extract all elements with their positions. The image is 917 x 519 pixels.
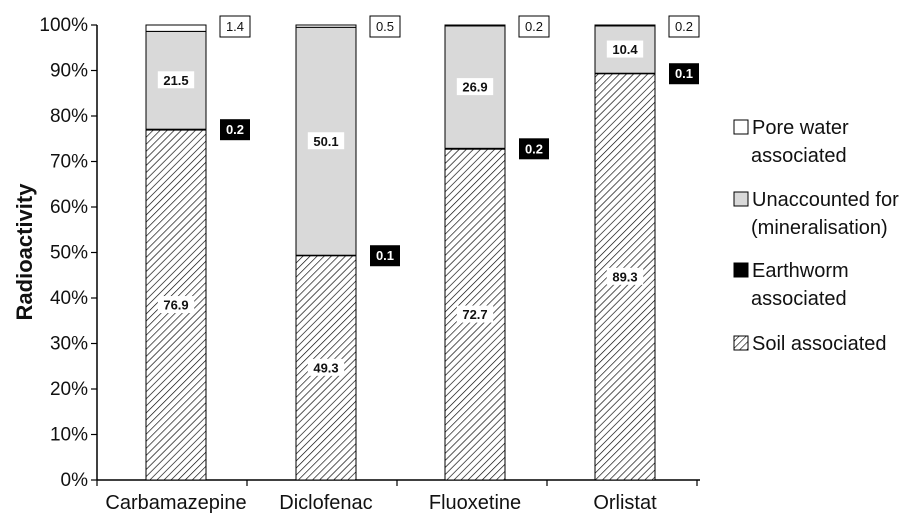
data-label: 50.1 <box>313 134 338 149</box>
y-tick-label: 50% <box>50 243 88 264</box>
data-label: 0.2 <box>525 141 543 156</box>
data-label-box <box>519 138 549 160</box>
data-label-box <box>220 119 250 141</box>
x-tick-label: Carbamazepine <box>105 492 246 514</box>
data-label: 89.3 <box>612 269 637 284</box>
data-label-bg <box>307 358 345 376</box>
legend-label: Pore water <box>752 117 849 139</box>
legend-label: Earthworm <box>752 260 849 282</box>
legend-swatch <box>733 335 749 351</box>
data-label-box <box>369 15 401 38</box>
data-label: 1.4 <box>226 19 244 34</box>
y-tick-label: 20% <box>50 379 88 400</box>
y-tick-label: 100% <box>39 15 88 36</box>
data-label-box <box>219 15 251 38</box>
y-tick-label: 70% <box>50 152 88 173</box>
data-label-bg <box>456 305 494 323</box>
data-label: 0.2 <box>226 122 244 137</box>
data-label: 0.5 <box>376 19 394 34</box>
data-labels: 76.9 0.2 21.5 1.4 49.3 0.1 50.1 0.5 72.7 0.2 26.9 0… <box>157 15 700 376</box>
legend-label: Soil associated <box>752 333 887 355</box>
y-tick-label: 40% <box>50 288 88 309</box>
axes: 0% 10% 20% 30% 40% 50% 60% 70% 80% 90% 100% Carbama… <box>39 15 700 514</box>
data-label-box <box>668 15 700 38</box>
data-label-bg <box>456 78 494 96</box>
y-tick-label: 30% <box>50 334 88 355</box>
bar-segment <box>295 24 357 28</box>
x-tick-label: Diclofenac <box>279 492 372 514</box>
legend-swatch <box>733 119 749 135</box>
y-tick-label: 10% <box>50 425 88 446</box>
x-tick-label: Fluoxetine <box>429 492 521 514</box>
y-axis-label: Radioactivity <box>12 183 37 321</box>
legend-label: (mineralisation) <box>751 217 888 239</box>
data-label-box <box>370 245 400 267</box>
data-label: 0.2 <box>525 19 543 34</box>
y-tick-label: 0% <box>61 470 89 491</box>
y-tick-label: 60% <box>50 197 88 218</box>
legend-label: associated <box>751 288 847 310</box>
legend-swatch <box>733 191 749 207</box>
data-label-box <box>518 15 550 38</box>
legend-label: Unaccounted for <box>752 189 899 211</box>
y-tick-label: 80% <box>50 106 88 127</box>
data-label-box <box>669 63 699 85</box>
data-label-bg <box>157 71 195 89</box>
data-label: 0.1 <box>376 248 394 263</box>
legend-swatch <box>733 262 749 278</box>
data-label-bg <box>307 132 345 150</box>
data-label: 72.7 <box>462 307 487 322</box>
bars <box>145 24 656 481</box>
bar-segment <box>145 24 207 32</box>
legend: Pore water associated Unaccounted for (mine… <box>733 117 899 355</box>
data-label: 21.5 <box>163 73 188 88</box>
data-label-bg <box>606 267 644 285</box>
data-label: 49.3 <box>313 360 338 375</box>
y-tick-label: 90% <box>50 61 88 82</box>
data-label: 0.1 <box>675 66 693 81</box>
data-label: 26.9 <box>462 80 487 95</box>
x-tick-label: Orlistat <box>593 492 657 514</box>
bar-segment <box>444 24 506 27</box>
data-label: 10.4 <box>612 42 638 57</box>
legend-label: associated <box>751 145 847 167</box>
data-label: 0.2 <box>675 19 693 34</box>
data-label-bg <box>157 296 195 314</box>
data-label: 76.9 <box>163 298 188 313</box>
data-label-bg <box>606 40 644 58</box>
bar-segment <box>594 24 656 27</box>
